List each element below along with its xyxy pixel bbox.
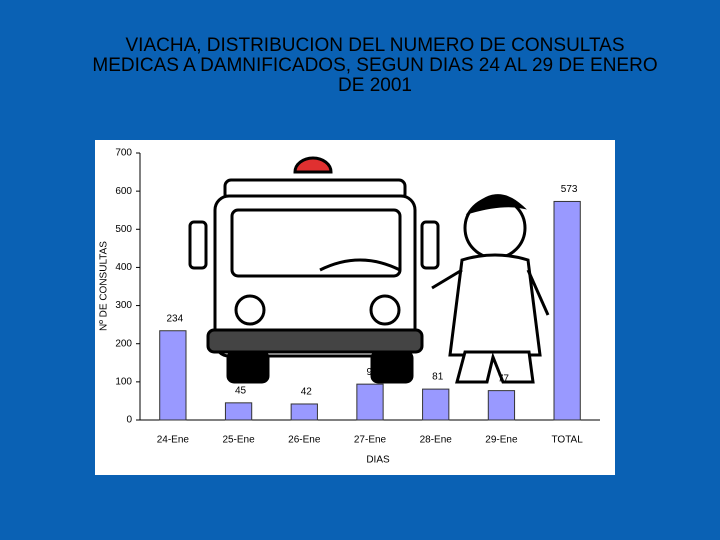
x-tick-label: TOTAL — [551, 435, 583, 446]
y-tick-label: 700 — [115, 148, 132, 159]
bar — [224, 402, 253, 421]
x-tick-label: 29-Ene — [485, 435, 518, 446]
value-label: 45 — [235, 385, 247, 396]
y-tick-label: 300 — [115, 300, 132, 311]
value-label: 234 — [167, 313, 184, 324]
bar — [159, 330, 187, 421]
chart-title: VIACHA, DISTRIBUCION DEL NUMERO DE CONSU… — [92, 36, 658, 96]
y-tick-label: 600 — [115, 186, 132, 197]
bar — [487, 390, 516, 421]
value-label: 573 — [561, 184, 578, 195]
bar — [356, 383, 384, 421]
value-label: 42 — [301, 387, 313, 398]
bar — [553, 200, 581, 421]
x-axis-title: DIAS — [366, 455, 390, 466]
x-tick-label: 25-Ene — [222, 435, 255, 446]
y-tick-label: 500 — [115, 224, 132, 235]
y-axis-title: Nº DE CONSULTAS — [99, 241, 110, 331]
bar — [290, 403, 318, 421]
x-tick-label: 24-Ene — [157, 435, 190, 446]
y-tick-label: 200 — [115, 338, 132, 349]
y-tick-label: 0 — [126, 415, 132, 426]
title-box: VIACHA, DISTRIBUCION DEL NUMERO DE CONSU… — [92, 36, 658, 96]
y-tick-label: 100 — [115, 376, 132, 387]
y-tick-label: 400 — [115, 262, 132, 273]
value-label: 81 — [432, 372, 444, 383]
x-tick-label: 28-Ene — [420, 435, 453, 446]
clipart — [188, 156, 550, 384]
x-tick-label: 27-Ene — [354, 435, 387, 446]
value-label: 94 — [366, 367, 378, 378]
x-tick-label: 26-Ene — [288, 435, 321, 446]
bar — [422, 388, 450, 421]
value-label: 77 — [498, 373, 510, 384]
